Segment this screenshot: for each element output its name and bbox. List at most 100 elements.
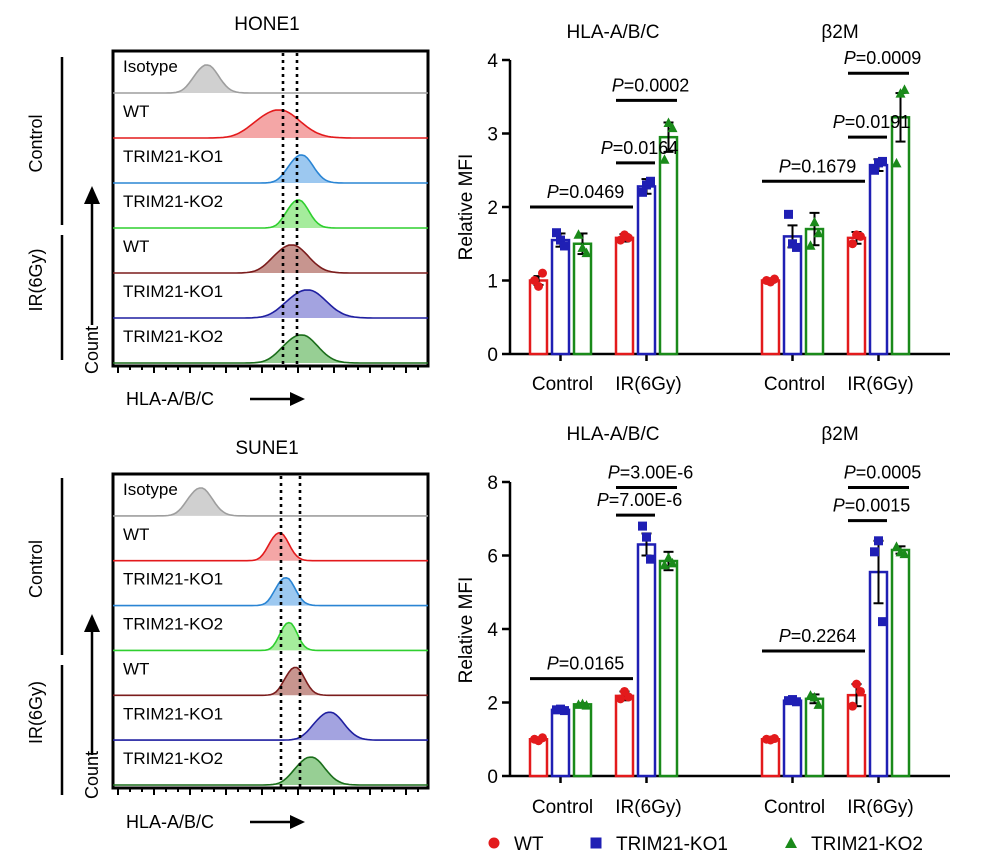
track-label: WT (123, 237, 149, 256)
bar-trim21-ko2 (658, 135, 679, 356)
data-point-ko1 (792, 242, 801, 252)
y-tick-label: 0 (487, 767, 498, 788)
p-value-label: P=0.0164 (601, 138, 679, 158)
histogram-curve (113, 487, 428, 517)
histogram-curve (113, 199, 428, 229)
bar-panel-0: HLA-A/B/C Control IR(6Gy) P=0.0469 P=0.0164 P… (528, 22, 690, 395)
histogram-fill (113, 712, 428, 741)
track-label: TRIM21-KO2 (123, 327, 223, 346)
group-label-ir: IR(6Gy) (26, 249, 46, 312)
data-point-ko2 (659, 559, 670, 570)
bar-chart-hone1: 0 1 2 3 4 Relative MFI HLA-A/B/C Control IR(6Gy)… (456, 22, 950, 395)
y-tick-label: 4 (487, 620, 498, 641)
bar-trim21-ko2 (890, 548, 911, 778)
p-value-label: P=0.0002 (612, 75, 690, 95)
data-point-ko2 (573, 229, 584, 239)
histogram-curve (113, 109, 428, 139)
data-point-ko1 (878, 617, 887, 627)
histogram-curve (113, 289, 428, 319)
bar-trim21-ko1 (868, 163, 889, 356)
data-point-ko2 (805, 240, 816, 250)
track-label: TRIM21-KO1 (123, 570, 223, 589)
group-label-control: Control (26, 114, 46, 172)
data-point-wt (616, 694, 625, 704)
data-point-ko2 (813, 699, 824, 709)
data-point-ko2 (581, 700, 592, 710)
data-point-ko2 (809, 216, 820, 227)
y-tick-label: 2 (487, 198, 498, 219)
data-point-ko2 (891, 541, 902, 551)
data-point-wt (770, 274, 779, 284)
track-label: WT (123, 102, 149, 121)
data-point-wt (624, 233, 633, 243)
y-tick-label: 1 (487, 272, 498, 293)
legend-label: TRIM21-KO1 (616, 834, 728, 855)
data-point-wt (852, 679, 861, 689)
histogram-curve (113, 334, 428, 364)
legend-marker-circle (488, 837, 500, 849)
p-value-label: P=0.0165 (547, 654, 625, 674)
bar-wt (760, 279, 781, 356)
histogram-fill (113, 110, 428, 138)
histogram-curve (113, 621, 428, 652)
y-tick-label: 3 (487, 125, 498, 146)
bar-panel-0: HLA-A/B/C Control IR(6Gy) P=0.0165 P=7.00E-6… (528, 424, 694, 818)
histogram-frame (111, 472, 430, 790)
histogram-curve (113, 576, 428, 607)
bar-trim21-ko1 (636, 543, 657, 778)
histogram-fill (113, 65, 428, 93)
bar-wt (528, 279, 549, 356)
p-value-label: P=3.00E-6 (608, 463, 694, 483)
bar-wt (846, 236, 867, 356)
legend-marker-triangle (785, 837, 797, 848)
track-label: TRIM21-KO1 (123, 704, 223, 723)
bar-trim21-ko2 (572, 242, 593, 356)
data-point-ko1 (784, 209, 793, 219)
panel-title: β2M (821, 22, 858, 43)
histogram-curve (113, 711, 428, 741)
category-label: IR(6Gy) (847, 797, 914, 818)
histogram-curve (113, 666, 428, 697)
data-point-ko2 (891, 157, 902, 168)
x-axis-label: HLA-A/B/C (126, 812, 214, 832)
y-axis-label: Relative MFI (456, 577, 477, 684)
bar-trim21-ko2 (804, 697, 825, 778)
legend-label: TRIM21-KO2 (811, 834, 923, 855)
data-point-wt (848, 701, 857, 711)
data-point-ko2 (667, 122, 678, 133)
track-label: Isotype (123, 480, 178, 499)
data-point-ko2 (663, 552, 674, 562)
track-label: Isotype (123, 57, 178, 76)
bar-trim21-ko1 (782, 699, 803, 778)
p-value-label: P=0.0191 (833, 112, 911, 132)
panel-title: β2M (821, 424, 858, 445)
data-point-ko2 (577, 242, 588, 252)
data-point-ko2 (899, 548, 910, 559)
data-point-ko1 (646, 176, 655, 186)
data-point-wt (848, 239, 857, 249)
legend-label: WT (514, 834, 544, 855)
data-point-wt (624, 692, 633, 702)
category-label: Control (532, 797, 593, 818)
category-label: IR(6Gy) (847, 374, 914, 395)
histogram-frame (111, 49, 430, 368)
y-tick-label: 2 (487, 694, 498, 715)
data-point-ko1 (638, 187, 647, 197)
data-point-wt (538, 268, 547, 278)
bar-trim21-ko2 (572, 703, 593, 778)
group-label-ir: IR(6Gy) (26, 681, 46, 744)
data-point-ko1 (870, 165, 879, 175)
p-value-label: P=0.2264 (779, 626, 857, 646)
histogram-curve (113, 64, 428, 94)
bar-trim21-ko1 (636, 185, 657, 356)
category-label: IR(6Gy) (615, 797, 682, 818)
data-point-ko1 (792, 697, 801, 707)
y-tick-label: 8 (487, 473, 498, 494)
data-point-ko2 (663, 117, 674, 127)
p-value-label: P=0.0005 (844, 463, 922, 483)
bar-trim21-ko1 (550, 238, 571, 356)
track-label: WT (123, 525, 149, 544)
panel-title: HLA-A/B/C (567, 22, 660, 43)
data-point-wt (856, 231, 865, 241)
